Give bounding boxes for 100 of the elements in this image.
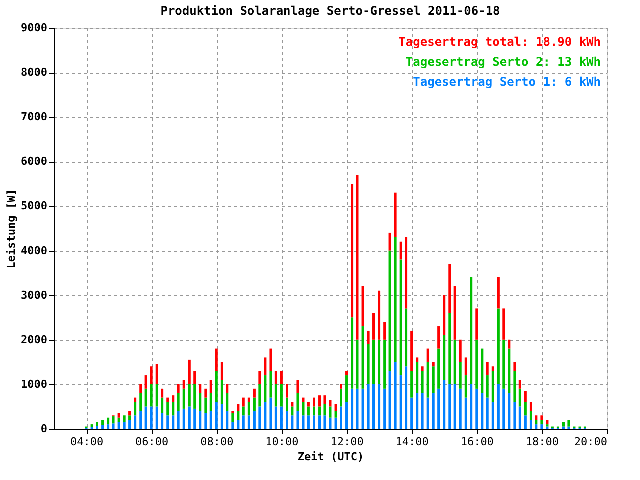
text: Tagesertrag Serto 1: 6 kWh (413, 75, 601, 89)
bar (540, 416, 544, 420)
bar (340, 406, 342, 429)
bar (410, 398, 414, 429)
bar (416, 393, 419, 429)
bar (492, 402, 494, 429)
bar (535, 420, 538, 425)
bar (161, 413, 164, 429)
bar (426, 348, 430, 362)
bar (334, 418, 338, 429)
bar (264, 376, 267, 402)
bar (476, 388, 478, 429)
bar (384, 388, 386, 429)
bar (90, 424, 94, 428)
bar (128, 420, 132, 429)
bar (351, 318, 354, 389)
bar (388, 232, 392, 251)
bar (318, 396, 322, 407)
bar (448, 384, 452, 429)
bar (177, 411, 180, 429)
bar (426, 398, 430, 429)
y-tick-label: 4000 (21, 244, 48, 258)
bar (378, 290, 381, 340)
bar (438, 388, 440, 429)
bar (356, 340, 359, 389)
bar (161, 388, 164, 398)
bar (232, 413, 234, 422)
bar (530, 411, 532, 420)
bar (508, 393, 511, 429)
bar (188, 384, 191, 407)
bar (356, 388, 359, 429)
bar (177, 384, 180, 394)
bar (307, 406, 310, 416)
bar (400, 242, 402, 260)
bar (438, 348, 440, 389)
bar (134, 398, 137, 402)
bar (156, 406, 158, 429)
bar (226, 393, 229, 412)
bar (340, 388, 342, 407)
bar (144, 406, 148, 429)
bar (410, 371, 414, 398)
bar (215, 348, 218, 372)
bar (215, 371, 218, 402)
bar (443, 295, 446, 336)
bar (524, 391, 527, 402)
bar (367, 344, 370, 384)
bar (242, 398, 245, 407)
bar (378, 340, 381, 384)
bar (96, 422, 99, 426)
bar (324, 396, 326, 404)
bar (274, 406, 278, 429)
bar (296, 411, 300, 429)
bar (172, 402, 175, 416)
bar (280, 371, 283, 384)
y-tick-label: 3000 (21, 288, 48, 302)
bar (502, 308, 506, 340)
bar (166, 398, 170, 402)
bar (432, 393, 435, 429)
bar (400, 376, 402, 429)
bar (199, 393, 202, 412)
bar (518, 406, 522, 429)
bar (156, 364, 158, 384)
bar (96, 426, 99, 429)
bar (182, 388, 186, 409)
bar (253, 388, 256, 398)
bar (161, 398, 164, 414)
text: Tagesertrag total: 18.90 kWh (398, 35, 601, 49)
bar (481, 348, 484, 394)
bar (492, 371, 494, 402)
bar (188, 406, 191, 429)
bar (307, 416, 310, 429)
bar (486, 376, 489, 398)
y-tick-label: 0 (40, 422, 48, 436)
bar (508, 348, 511, 394)
bar (497, 278, 500, 309)
bar (150, 384, 153, 407)
bar (502, 388, 506, 429)
bar (280, 406, 283, 429)
bar (204, 413, 208, 429)
bar (226, 411, 229, 429)
x-tick-label: 04:00 (70, 436, 104, 448)
bar (524, 416, 527, 429)
bar (476, 308, 478, 340)
bar (486, 398, 489, 429)
bar (312, 416, 316, 429)
bar (128, 416, 132, 420)
bar (248, 416, 250, 429)
bar (134, 402, 137, 416)
bar (518, 380, 522, 389)
bar (242, 416, 245, 429)
bar (356, 175, 359, 340)
y-tick-label: 8000 (21, 66, 48, 80)
bar (372, 313, 376, 340)
bar (346, 402, 348, 429)
bar (405, 366, 408, 429)
bar (546, 420, 549, 425)
bar (372, 384, 376, 429)
x-tick-label: 18:00 (526, 436, 560, 448)
bar (394, 362, 397, 429)
bar (540, 424, 544, 429)
